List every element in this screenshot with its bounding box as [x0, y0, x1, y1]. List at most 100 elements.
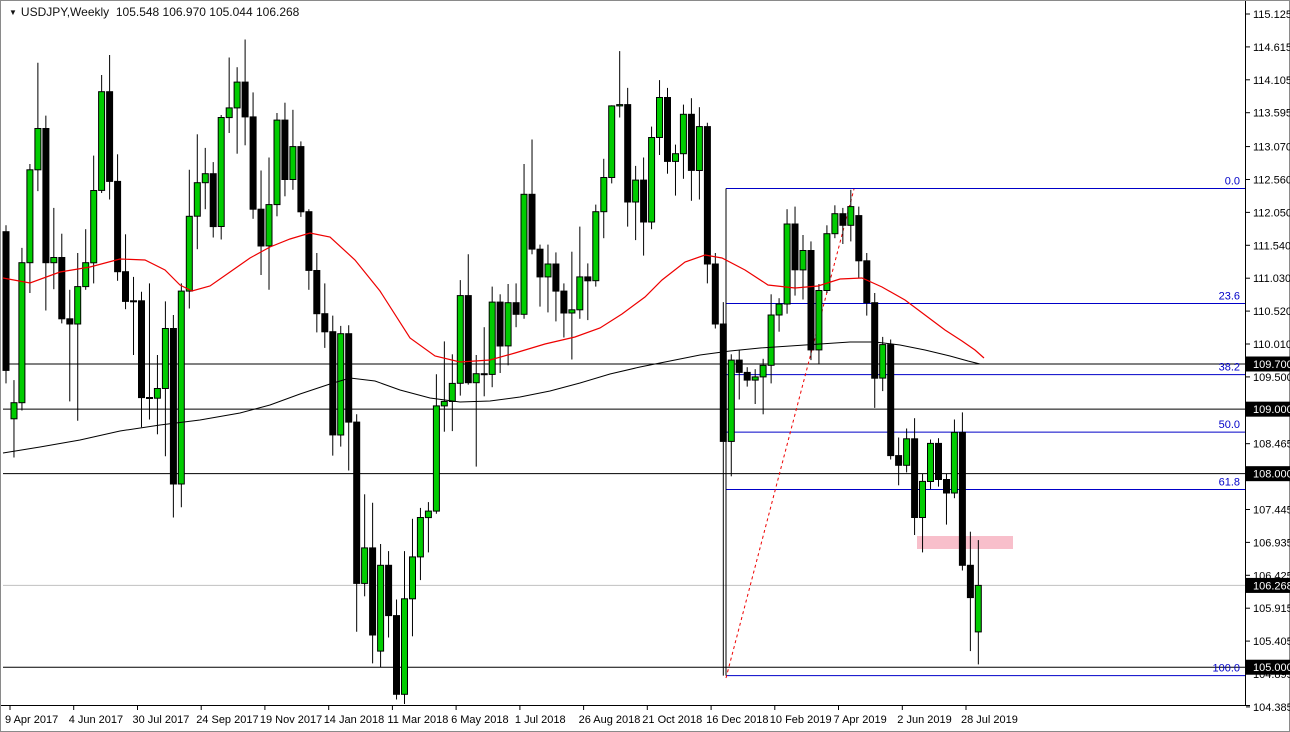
- candlestick: [695, 107, 703, 200]
- date-tick-label[interactable]: 30 Jul 2017: [133, 714, 190, 726]
- candlestick: [440, 341, 448, 432]
- price-tick-label[interactable]: 104.385: [1253, 702, 1290, 714]
- candle-body-bull: [695, 126, 703, 171]
- candlestick: [552, 252, 560, 322]
- candlestick: [393, 599, 400, 700]
- candle-body-bear: [887, 344, 895, 457]
- candle-body-bear: [2, 231, 10, 371]
- candle-body-bull: [130, 300, 137, 303]
- price-tick-label[interactable]: 112.560: [1253, 174, 1290, 186]
- date-tick-label[interactable]: 26 Aug 2018: [579, 714, 641, 726]
- price-tick-label[interactable]: 114.105: [1253, 75, 1290, 87]
- candlestick: [169, 315, 177, 518]
- candlestick: [847, 189, 855, 242]
- candlestick: [528, 139, 536, 255]
- candlestick: [664, 87, 671, 174]
- date-tick-label[interactable]: 16 Dec 2018: [706, 714, 768, 726]
- candlestick: [871, 293, 879, 408]
- price-tag-label: 108.000: [1253, 469, 1290, 481]
- price-tick-label[interactable]: 108.465: [1253, 439, 1290, 451]
- price-tag-label: 109.000: [1253, 404, 1290, 416]
- candle-body-bull: [823, 233, 831, 291]
- candlestick: [703, 122, 711, 284]
- candlestick: [472, 355, 480, 467]
- candle-body-bear: [839, 213, 847, 226]
- candle-body-bull: [608, 105, 616, 178]
- price-tick-label[interactable]: 114.615: [1253, 42, 1290, 54]
- candlestick: [600, 158, 608, 239]
- date-tick-label[interactable]: 9 Apr 2017: [5, 714, 58, 726]
- candle-body-bull: [775, 303, 783, 316]
- candle-body-bull: [472, 373, 480, 384]
- price-tick-label[interactable]: 110.010: [1253, 339, 1290, 351]
- candle-body-bear: [369, 547, 377, 636]
- price-tick-label[interactable]: 111.540: [1253, 240, 1290, 252]
- price-tick-label[interactable]: 113.070: [1253, 142, 1290, 154]
- candle-body-bull: [337, 333, 345, 436]
- date-tick-label[interactable]: 11 Mar 2018: [387, 714, 448, 726]
- price-tick-label[interactable]: 107.445: [1253, 504, 1290, 516]
- price-tick-label[interactable]: 111.030: [1253, 273, 1290, 285]
- candle-body-bull: [831, 213, 839, 235]
- date-tick-label[interactable]: 24 Sep 2017: [196, 714, 258, 726]
- date-tick-label[interactable]: 10 Feb 2019: [770, 714, 832, 726]
- candlestick: [807, 241, 815, 361]
- candlestick: [648, 126, 656, 230]
- candle-body-bull: [409, 556, 416, 600]
- candlestick: [568, 251, 576, 360]
- price-tick-label[interactable]: 110.520: [1253, 306, 1290, 318]
- candlestick: [679, 104, 687, 179]
- candle-body-bull: [879, 344, 887, 379]
- fib-level-label: 50.0: [1219, 419, 1240, 431]
- date-tick-label[interactable]: 21 Oct 2018: [642, 714, 702, 726]
- candle-body-bull: [679, 113, 687, 155]
- candlestick: [361, 494, 369, 597]
- candlestick: [456, 280, 464, 396]
- candlestick: [839, 207, 847, 244]
- candle-body-bull: [488, 301, 496, 375]
- candle-body-bear: [703, 126, 711, 265]
- fib-level-label: 61.8: [1219, 477, 1240, 489]
- date-tick-label[interactable]: 28 Jul 2019: [961, 714, 1018, 726]
- candlestick: [927, 439, 934, 490]
- fib-diagonal-trendline[interactable]: [725, 188, 855, 679]
- candlestick: [369, 502, 377, 664]
- candlestick: [153, 355, 161, 435]
- date-tick-label[interactable]: 6 May 2018: [451, 714, 508, 726]
- candlestick: [281, 102, 289, 197]
- candlestick: [305, 209, 313, 290]
- candle-body-bear: [321, 313, 329, 333]
- candle-body-bear: [241, 81, 249, 118]
- date-tick-label[interactable]: 7 Apr 2019: [834, 714, 887, 726]
- price-tick-label[interactable]: 113.595: [1253, 108, 1290, 120]
- price-tick-label[interactable]: 105.915: [1253, 603, 1290, 615]
- candlestick: [409, 518, 416, 637]
- candle-body-bull: [153, 388, 161, 399]
- candle-body-bull: [185, 215, 193, 292]
- candlestick: [855, 206, 863, 279]
- date-tick-label[interactable]: 2 Jun 2019: [897, 714, 951, 726]
- candle-body-bear: [743, 371, 751, 381]
- candlestick: [329, 315, 337, 456]
- candle-body-bull: [34, 128, 42, 171]
- candlestick: [831, 205, 839, 239]
- price-tick-label[interactable]: 109.500: [1253, 372, 1290, 384]
- symbol-dropdown-icon[interactable]: ▼: [9, 8, 17, 17]
- candle-body-bull: [974, 584, 982, 633]
- candle-body-bull: [440, 400, 448, 407]
- candle-body-bear: [66, 318, 74, 325]
- price-tick-label[interactable]: 105.405: [1253, 636, 1290, 648]
- date-tick-label[interactable]: 1 Jul 2018: [515, 714, 566, 726]
- date-tick-label[interactable]: 14 Jan 2018: [324, 714, 385, 726]
- date-tick-label[interactable]: 19 Nov 2017: [260, 714, 322, 726]
- price-tick-label[interactable]: 112.050: [1253, 207, 1290, 219]
- candle-body-bull: [265, 204, 273, 247]
- date-tick-label[interactable]: 4 Jun 2017: [69, 714, 123, 726]
- price-tick-label[interactable]: 115.125: [1253, 9, 1290, 21]
- candle-body-bear: [146, 397, 153, 399]
- candle-body-bull: [544, 263, 552, 278]
- price-tick-label[interactable]: 106.935: [1253, 537, 1290, 549]
- candle-body-bull: [26, 169, 34, 264]
